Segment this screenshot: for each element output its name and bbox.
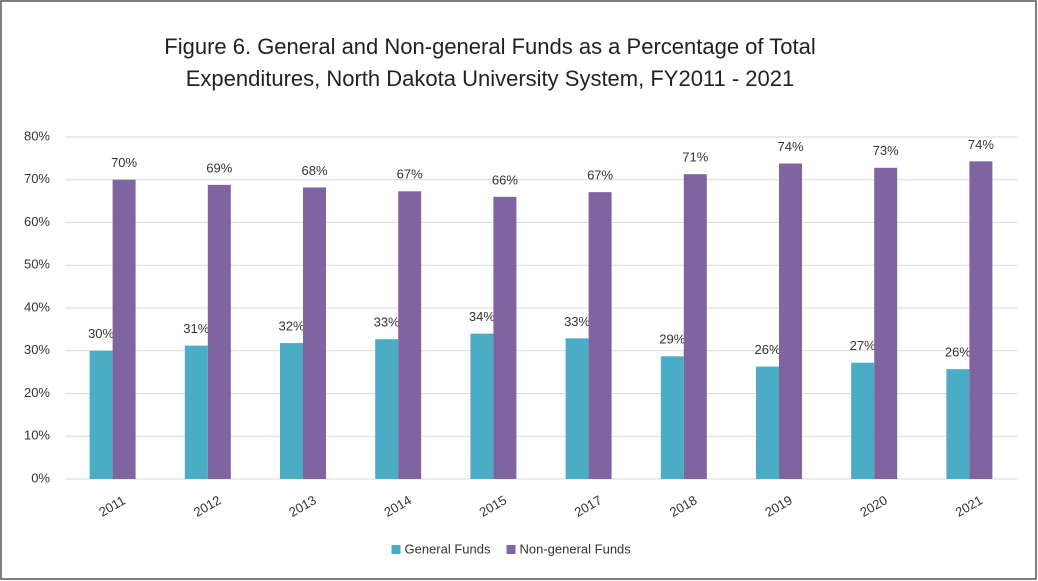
data-label: 68% <box>301 163 327 178</box>
y-tick-label: 60% <box>24 214 50 229</box>
bar <box>683 174 707 479</box>
bar <box>851 362 875 479</box>
data-label: 33% <box>374 315 400 330</box>
bar <box>280 343 303 479</box>
bar <box>470 333 494 479</box>
data-label: 71% <box>682 150 708 165</box>
bar <box>756 366 779 479</box>
legend-swatch <box>506 545 516 554</box>
legend-swatch <box>391 545 401 554</box>
data-label: 30% <box>88 326 114 341</box>
data-label: 74% <box>968 137 994 152</box>
y-tick-label: 10% <box>24 428 50 443</box>
y-tick-label: 40% <box>24 299 50 314</box>
data-label: 32% <box>278 318 304 333</box>
bar <box>207 184 231 479</box>
bar <box>565 338 589 479</box>
data-label: 66% <box>492 172 518 187</box>
bar <box>89 350 113 479</box>
y-tick-label: 0% <box>31 470 50 485</box>
data-label: 33% <box>564 314 590 329</box>
bar <box>660 356 684 479</box>
data-label: 26% <box>754 342 780 357</box>
legend-label: General Funds <box>405 541 491 556</box>
data-label: 29% <box>659 332 685 347</box>
bar <box>779 163 802 479</box>
bar <box>969 161 993 479</box>
y-tick-label: 70% <box>24 171 50 186</box>
legend-label: Non-general Funds <box>520 541 632 556</box>
bar <box>398 191 422 480</box>
bar <box>588 192 612 479</box>
data-label: 69% <box>206 160 232 175</box>
bar <box>874 167 898 479</box>
bar <box>112 179 136 479</box>
bar <box>946 369 970 479</box>
chart-title: Expenditures, North Dakota University Sy… <box>186 66 795 91</box>
bar <box>303 187 326 479</box>
bar <box>375 339 399 479</box>
data-label: 74% <box>777 139 803 154</box>
data-label: 70% <box>111 155 137 170</box>
data-label: 26% <box>945 345 971 360</box>
data-label: 67% <box>587 168 613 183</box>
y-tick-label: 20% <box>24 385 50 400</box>
data-label: 73% <box>873 143 899 158</box>
y-tick-label: 30% <box>24 342 50 357</box>
data-label: 27% <box>850 338 876 353</box>
chart-title: Figure 6. General and Non-general Funds … <box>164 34 815 59</box>
data-label: 34% <box>469 309 495 324</box>
y-tick-label: 50% <box>24 257 50 272</box>
bar <box>493 196 517 479</box>
data-label: 67% <box>397 167 423 182</box>
y-tick-label: 80% <box>24 128 50 143</box>
data-label: 31% <box>183 321 209 336</box>
bar <box>184 345 208 479</box>
